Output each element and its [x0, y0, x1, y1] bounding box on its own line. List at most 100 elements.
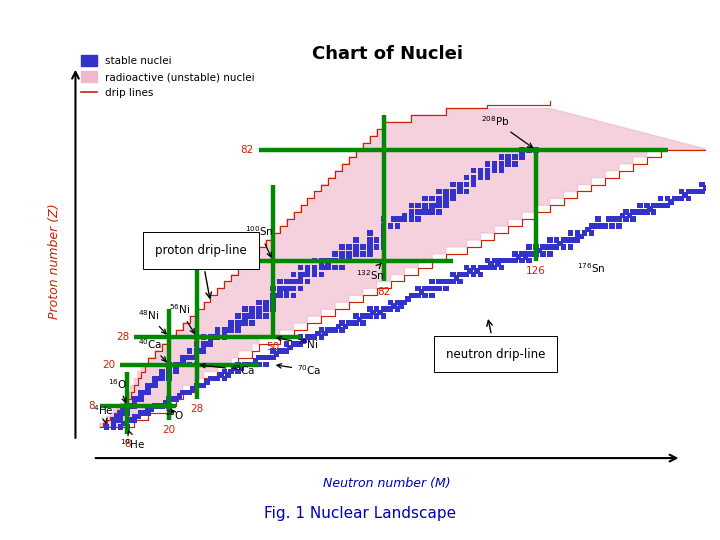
Bar [339, 327, 345, 333]
Bar [374, 244, 379, 249]
Bar [263, 355, 269, 360]
Bar [637, 202, 642, 208]
Bar [654, 202, 660, 208]
Bar [263, 306, 269, 312]
Bar [305, 265, 310, 271]
Bar [685, 188, 691, 194]
Bar [318, 258, 324, 264]
Bar [173, 365, 179, 371]
Bar [575, 237, 580, 242]
Bar [121, 421, 127, 426]
Bar [377, 310, 383, 315]
Bar [481, 265, 487, 271]
Bar [166, 365, 171, 371]
Bar [142, 410, 148, 416]
Bar [450, 192, 456, 198]
Bar [395, 224, 400, 229]
Bar [374, 306, 379, 312]
Bar [322, 265, 328, 271]
Bar [436, 188, 442, 194]
Bar [256, 306, 262, 312]
Bar [249, 313, 255, 319]
Bar [547, 237, 552, 242]
Bar [353, 313, 359, 319]
Bar [408, 293, 414, 298]
Bar [429, 293, 435, 298]
Bar [128, 403, 134, 409]
Bar [166, 376, 171, 381]
Bar [346, 244, 352, 249]
Bar [325, 265, 331, 271]
Bar [450, 272, 456, 278]
Bar [419, 210, 425, 215]
Bar [613, 217, 618, 222]
Bar [492, 168, 498, 173]
Bar [166, 369, 171, 374]
Bar [540, 244, 546, 249]
Bar [381, 313, 387, 319]
Bar [467, 268, 473, 274]
Bar [222, 330, 227, 336]
Bar [485, 265, 490, 271]
Text: 50: 50 [266, 342, 279, 352]
Bar [270, 306, 276, 312]
Bar [391, 217, 397, 222]
Bar [696, 188, 701, 194]
Bar [298, 272, 303, 278]
Bar [145, 410, 151, 416]
Bar [235, 313, 241, 319]
Bar [266, 355, 272, 360]
Bar [187, 362, 192, 367]
Bar [429, 210, 435, 215]
Bar [575, 230, 580, 236]
Bar [180, 389, 186, 395]
Bar [190, 355, 196, 360]
Bar [291, 293, 297, 298]
Bar [117, 414, 123, 419]
Bar [592, 224, 598, 229]
Bar [318, 327, 324, 333]
Bar [194, 352, 199, 357]
Bar [526, 244, 532, 249]
Bar [256, 300, 262, 305]
Bar [339, 320, 345, 326]
Bar [128, 417, 134, 423]
Text: 82: 82 [240, 145, 253, 155]
Bar [388, 224, 393, 229]
Bar [318, 265, 324, 271]
Bar [381, 234, 387, 239]
Bar [280, 286, 286, 291]
Bar [270, 303, 276, 308]
Bar [305, 334, 310, 340]
Bar [256, 355, 262, 360]
Bar [606, 217, 611, 222]
Bar [682, 192, 688, 198]
Bar [325, 258, 331, 264]
Bar [616, 224, 622, 229]
Bar [523, 251, 528, 256]
Bar [308, 334, 314, 340]
Bar [180, 362, 186, 367]
Text: $^{48}$Ca: $^{48}$Ca [201, 363, 256, 377]
Bar [620, 213, 625, 219]
Bar [706, 188, 712, 194]
Bar [398, 300, 404, 305]
Bar [516, 254, 521, 260]
Bar [298, 265, 303, 271]
Text: $^{16}$O: $^{16}$O [108, 377, 127, 402]
Bar [408, 210, 414, 215]
Bar [495, 258, 500, 264]
Bar [270, 348, 276, 354]
Bar [703, 185, 708, 191]
Bar [222, 369, 227, 374]
Bar [367, 306, 372, 312]
Polygon shape [99, 109, 709, 427]
Bar [651, 210, 657, 215]
Bar [582, 230, 588, 236]
Bar [443, 199, 449, 205]
Bar [287, 279, 293, 284]
Bar [184, 389, 189, 395]
Bar [132, 403, 137, 409]
Bar [436, 286, 442, 291]
Bar [450, 188, 456, 194]
